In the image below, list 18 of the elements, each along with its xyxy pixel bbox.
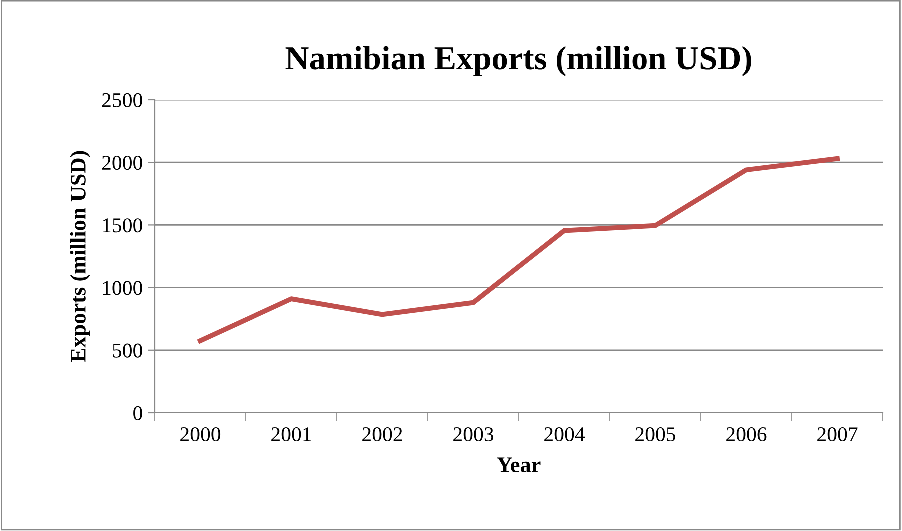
y-tick-label: 1500 xyxy=(103,218,142,233)
x-tick-label: 2000 xyxy=(180,427,221,442)
x-tick-label: 2007 xyxy=(818,427,858,442)
x-tick-label: 2006 xyxy=(726,427,767,442)
y-tick-label: 2000 xyxy=(102,156,142,170)
x-tick-label: 2005 xyxy=(636,427,676,442)
y-tick-label: 2500 xyxy=(102,93,142,108)
x-axis-title: Year xyxy=(497,458,541,473)
y-tick-label: 500 xyxy=(113,344,142,358)
x-tick-label: 2004 xyxy=(544,427,586,442)
x-tick-label: 2002 xyxy=(362,427,402,442)
x-tick-label: 2001 xyxy=(272,427,312,442)
chart-title: Namibian Exports (million USD) xyxy=(286,46,752,77)
y-tick-label: 0 xyxy=(134,406,142,420)
y-axis-title: Exports (million USD) xyxy=(70,151,90,362)
line-series xyxy=(198,156,840,344)
x-tick-label: 2003 xyxy=(454,427,494,442)
y-tick-label: 1000 xyxy=(103,281,142,296)
